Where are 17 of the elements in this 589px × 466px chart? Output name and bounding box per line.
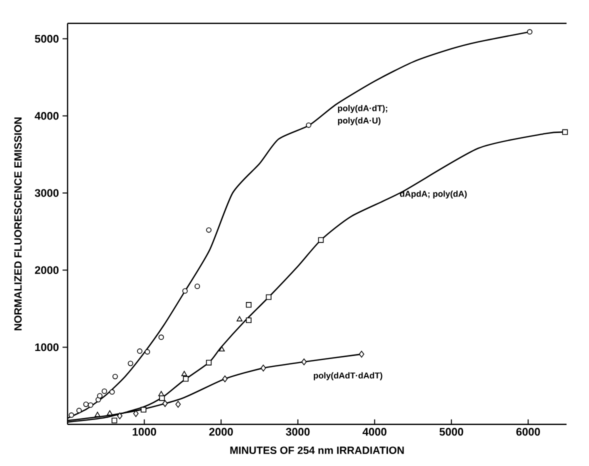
annotation: poly(dA·U)	[338, 117, 380, 126]
y-tick-label: 1000	[35, 343, 59, 352]
x-tick-label: 6000	[516, 428, 540, 436]
annotation: poly(dAdT·dAdT)	[314, 372, 382, 380]
x-tick-label: 1000	[132, 428, 156, 436]
x-tick-label: 3000	[286, 428, 310, 436]
y-tick-label: 2000	[34, 266, 59, 274]
x-axis-title: MINUTES OF 254 nm IRRADIATION	[230, 446, 404, 454]
annotation: poly(dA·dT);	[338, 104, 388, 113]
x-tick-label: 5000	[440, 428, 464, 436]
y-tick-label: 4000	[34, 112, 59, 120]
annotation: dApdA; poly(dA)	[400, 190, 467, 199]
y-tick-label: 5000	[34, 34, 59, 43]
y-axis-title: NORMALIZED FLUORESCENCE EMISSION	[14, 118, 22, 330]
x-tick-label: 2000	[209, 428, 233, 436]
x-tick-label: 4000	[362, 428, 386, 436]
y-tick-label: 3000	[34, 189, 59, 197]
